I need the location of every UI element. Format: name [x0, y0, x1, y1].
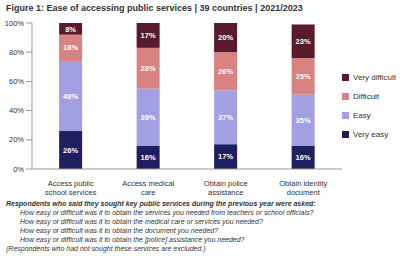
svg-text:26%: 26% — [218, 67, 233, 76]
svg-text:Access publicschool services: Access publicschool services — [45, 179, 97, 195]
html-text:(Respondents who had not sough: (Respondents who had not sought these se… — [6, 245, 206, 252]
html-text:Very easy: Very easy — [353, 130, 389, 139]
html-text:How easy or difficult was it t: How easy or difficult was it to obtain t… — [20, 236, 245, 243]
html-text:Respondents who said they soug: Respondents who said they sought key pub… — [6, 200, 316, 207]
svg-text:16%: 16% — [141, 153, 156, 162]
svg-text:26%: 26% — [63, 146, 78, 155]
html-text:Figure 1: Ease of accessing pu: Figure 1: Ease of accessing public servi… — [6, 3, 303, 13]
svg-text:Obtain identitydocument: Obtain identitydocument — [279, 179, 327, 195]
html-text:Very difficult: Very difficult — [353, 73, 396, 82]
svg-text:17%: 17% — [218, 152, 233, 161]
svg-text:20%: 20% — [9, 135, 24, 144]
html-text:How easy or difficult was it t: How easy or difficult was it to obtain t… — [20, 227, 219, 234]
svg-text:23%: 23% — [296, 37, 311, 46]
svg-text:48%: 48% — [63, 92, 78, 101]
svg-text:20%: 20% — [218, 33, 233, 42]
svg-text:17%: 17% — [141, 31, 156, 40]
svg-text:Obtain policeassistance: Obtain policeassistance — [204, 179, 248, 195]
svg-text:25%: 25% — [296, 72, 311, 81]
svg-text:40%: 40% — [9, 106, 24, 115]
html-text:Difficult: Difficult — [353, 92, 380, 101]
svg-text:Access medicalcare: Access medicalcare — [122, 179, 174, 195]
svg-text:0%: 0% — [13, 165, 24, 174]
svg-text:35%: 35% — [296, 116, 311, 125]
svg-text:8%: 8% — [65, 25, 76, 34]
svg-text:37%: 37% — [218, 113, 233, 122]
svg-text:80%: 80% — [9, 48, 24, 57]
svg-text:39%: 39% — [141, 113, 156, 122]
html-text:How easy or difficult was it t: How easy or difficult was it to obtain t… — [20, 218, 263, 225]
svg-text:28%: 28% — [141, 64, 156, 73]
html-text:Easy: Easy — [353, 111, 371, 120]
svg-text:18%: 18% — [63, 43, 78, 52]
svg-text:60%: 60% — [9, 77, 24, 86]
html-text:How easy or difficult was it t: How easy or difficult was it to obtain t… — [20, 209, 314, 216]
svg-text:16%: 16% — [296, 153, 311, 162]
svg-text:100%: 100% — [8, 19, 24, 28]
